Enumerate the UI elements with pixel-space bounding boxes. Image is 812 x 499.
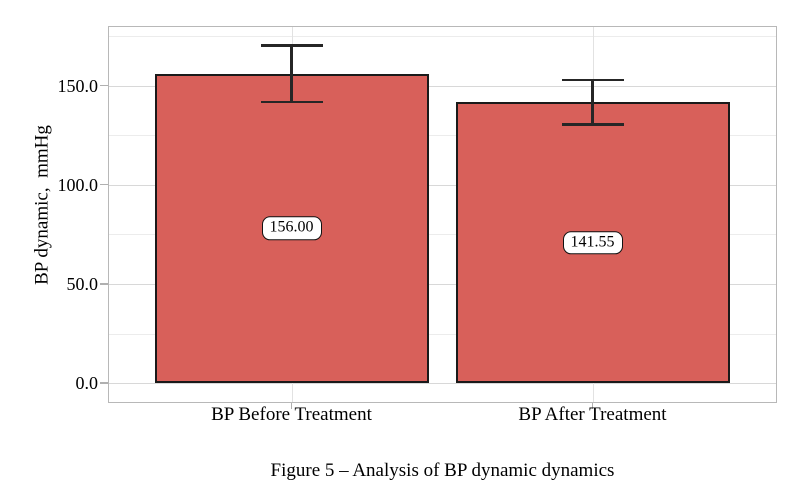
gridline-minor [109,234,776,236]
gridline-major [109,383,776,385]
error-bar-cap [561,78,624,82]
error-bar-cap [260,100,323,103]
y-axis-title: BP dynamic, mmHg [31,125,53,285]
y-tick [100,183,108,186]
figure-caption: Figure 5 – Analysis of BP dynamic dynami… [270,460,615,481]
category-label: BP After Treatment [518,404,667,425]
y-tick-label: 0.0 [75,373,99,394]
y-tick [100,84,108,87]
value-label: 156.00 [261,216,322,241]
value-label: 141.55 [562,231,623,255]
y-tick-label: 50.0 [66,273,99,294]
gridline-minor [109,35,776,37]
y-tick-label: 150.0 [57,75,99,96]
y-tick [100,382,108,384]
error-bar-line [290,45,293,102]
error-bar-line [591,80,594,125]
category-label: BP Before Treatment [211,404,372,425]
gridline-minor [109,135,776,137]
error-bar-cap [561,123,624,126]
x-tick [290,403,293,409]
y-tick-label: 100.0 [57,174,99,195]
gridline-major [109,283,776,285]
gridline-major [109,184,776,186]
x-tick [591,403,594,409]
error-bar-cap [260,44,323,47]
y-tick [100,283,108,285]
gridline-minor [109,333,776,335]
gridline-major [109,85,776,87]
